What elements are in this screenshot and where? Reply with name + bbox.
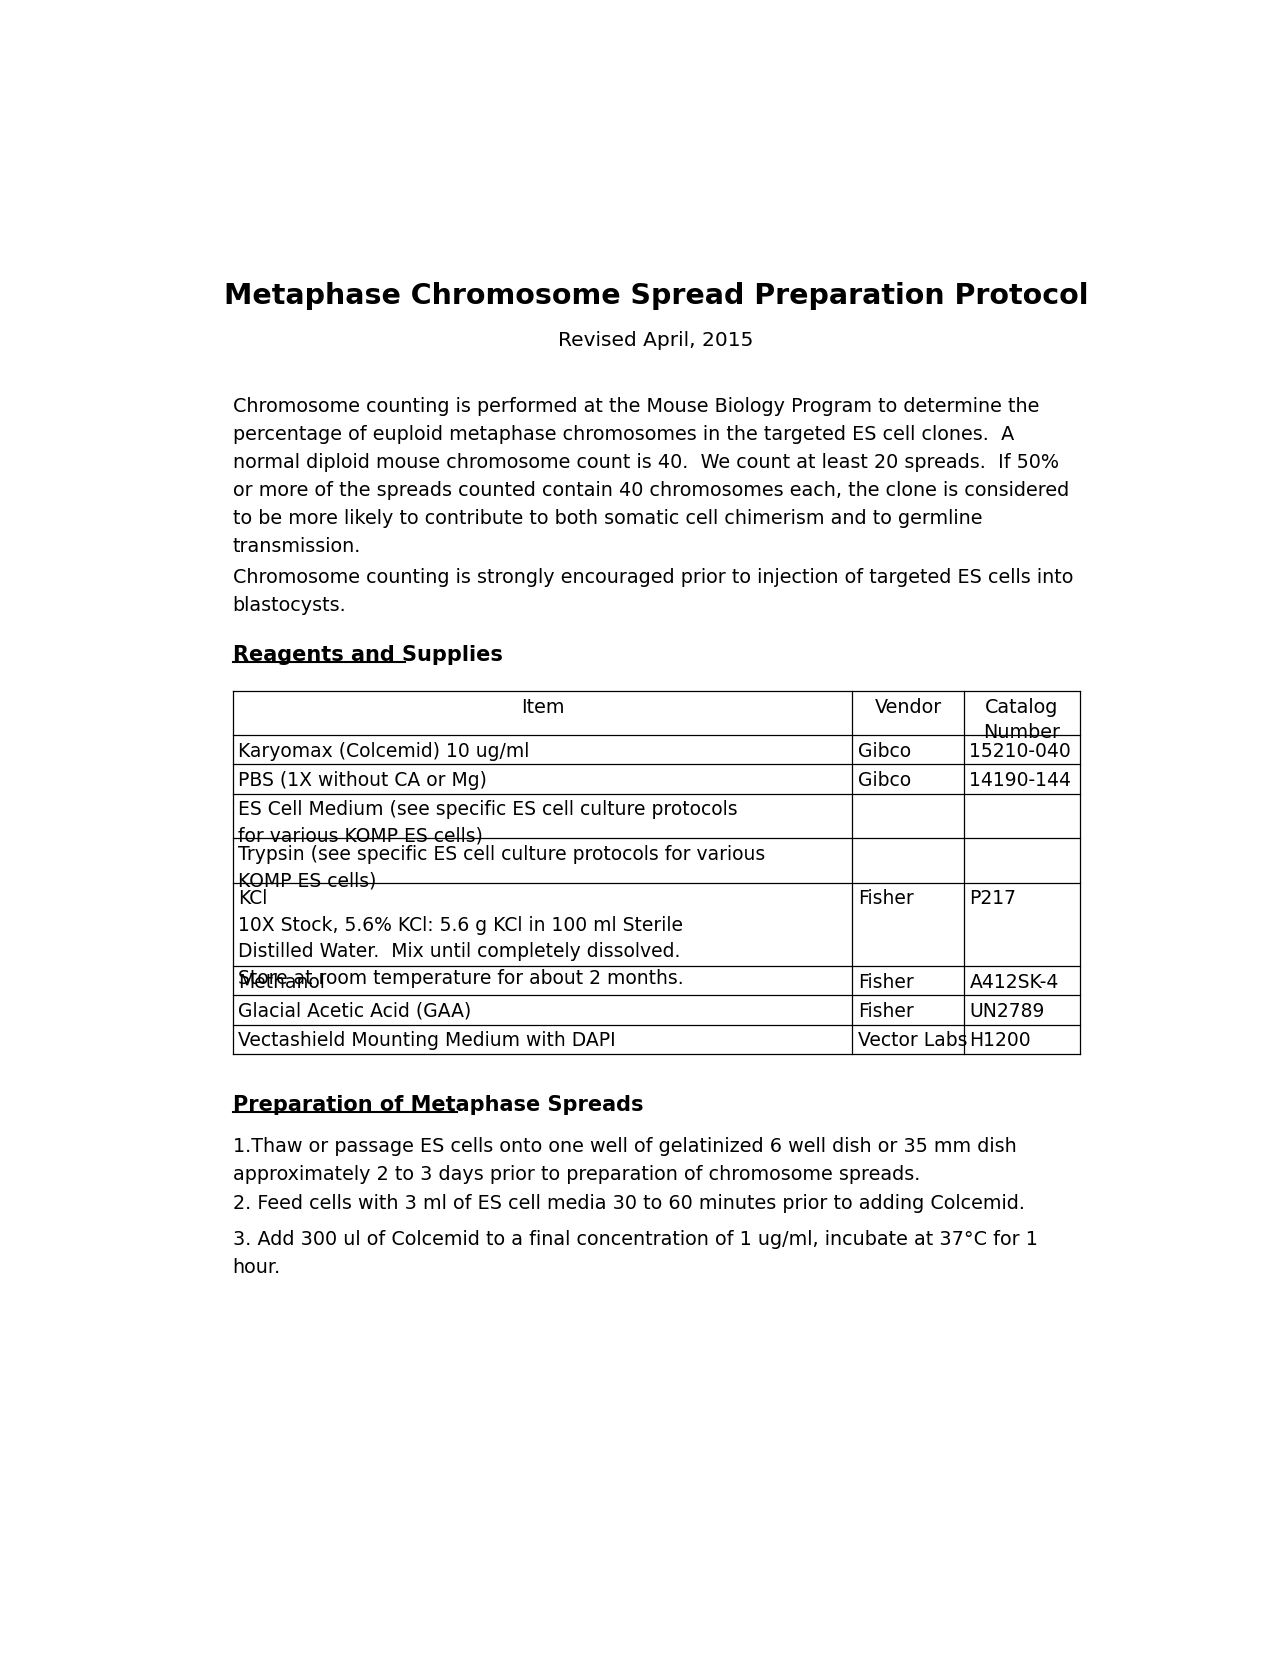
Text: P217: P217 — [969, 889, 1016, 909]
Text: Fisher: Fisher — [858, 889, 914, 909]
Text: A412SK-4: A412SK-4 — [969, 971, 1059, 991]
Text: Fisher: Fisher — [858, 971, 914, 991]
Text: UN2789: UN2789 — [969, 1001, 1044, 1019]
Text: Vectashield Mounting Medium with DAPI: Vectashield Mounting Medium with DAPI — [238, 1031, 616, 1049]
Text: Revised April, 2015: Revised April, 2015 — [558, 331, 754, 349]
Text: Chromosome counting is strongly encouraged prior to injection of targeted ES cel: Chromosome counting is strongly encourag… — [233, 568, 1073, 616]
Text: Gibco: Gibco — [858, 770, 911, 789]
Text: Preparation of Metaphase Spreads: Preparation of Metaphase Spreads — [233, 1094, 643, 1114]
Text: 15210-040: 15210-040 — [969, 741, 1071, 760]
Text: 14190-144: 14190-144 — [969, 770, 1071, 789]
Text: Karyomax (Colcemid) 10 ug/ml: Karyomax (Colcemid) 10 ug/ml — [238, 741, 529, 760]
Text: Catalog
Number: Catalog Number — [983, 698, 1060, 741]
Text: Vendor: Vendor — [874, 698, 942, 717]
Text: Trypsin (see specific ES cell culture protocols for various
KOMP ES cells): Trypsin (see specific ES cell culture pr… — [238, 844, 765, 890]
Text: Gibco: Gibco — [858, 741, 911, 760]
Text: Vector Labs: Vector Labs — [858, 1031, 968, 1049]
Text: Chromosome counting is performed at the Mouse Biology Program to determine the
p: Chromosome counting is performed at the … — [233, 397, 1069, 556]
Text: 2. Feed cells with 3 ml of ES cell media 30 to 60 minutes prior to adding Colcem: 2. Feed cells with 3 ml of ES cell media… — [233, 1193, 1024, 1213]
Text: Metaphase Chromosome Spread Preparation Protocol: Metaphase Chromosome Spread Preparation … — [224, 281, 1088, 309]
Text: Reagents and Supplies: Reagents and Supplies — [233, 645, 502, 665]
Text: ES Cell Medium (see specific ES cell culture protocols
for various KOMP ES cells: ES Cell Medium (see specific ES cell cul… — [238, 799, 737, 846]
Text: H1200: H1200 — [969, 1031, 1030, 1049]
Text: Item: Item — [521, 698, 564, 717]
Text: Glacial Acetic Acid (GAA): Glacial Acetic Acid (GAA) — [238, 1001, 471, 1019]
Text: Methanol: Methanol — [238, 971, 325, 991]
Text: PBS (1X without CA or Mg): PBS (1X without CA or Mg) — [238, 770, 486, 789]
Text: 1.Thaw or passage ES cells onto one well of gelatinized 6 well dish or 35 mm dis: 1.Thaw or passage ES cells onto one well… — [233, 1137, 1016, 1183]
Text: KCl
10X Stock, 5.6% KCl: 5.6 g KCl in 100 ml Sterile
Distilled Water.  Mix until: KCl 10X Stock, 5.6% KCl: 5.6 g KCl in 10… — [238, 889, 684, 988]
Text: Fisher: Fisher — [858, 1001, 914, 1019]
Text: 3. Add 300 ul of Colcemid to a final concentration of 1 ug/ml, incubate at 37°C : 3. Add 300 ul of Colcemid to a final con… — [233, 1230, 1037, 1276]
